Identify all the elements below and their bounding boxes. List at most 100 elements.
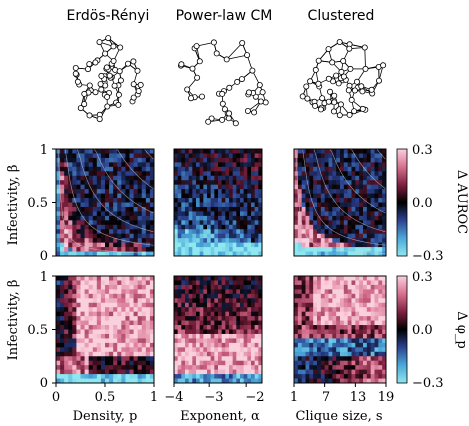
heatmap-cell xyxy=(313,284,318,290)
heatmap-cell xyxy=(225,215,230,221)
heatmap-cell xyxy=(105,369,110,375)
heatmap-cell xyxy=(199,351,204,357)
heatmap-cell xyxy=(355,280,360,286)
heatmap-cell xyxy=(109,233,114,239)
heatmap-cell xyxy=(305,276,310,281)
heatmap-cell xyxy=(84,284,90,290)
heatmap-cell xyxy=(247,180,252,186)
heatmap-cell xyxy=(133,360,139,366)
heatmap-cell xyxy=(68,325,73,330)
heatmap-cell xyxy=(137,162,143,168)
heatmap-cell xyxy=(254,247,259,252)
network-node xyxy=(86,112,93,119)
heatmap-cell xyxy=(297,224,303,230)
heatmap-cell xyxy=(343,289,349,295)
heatmap-cell xyxy=(225,329,230,335)
heatmap-cell xyxy=(64,198,69,203)
heatmap-cell xyxy=(174,180,179,186)
heatmap-cell xyxy=(382,193,387,199)
heatmap-cell xyxy=(181,307,186,313)
heatmap-cell xyxy=(374,338,379,344)
heatmap-cell xyxy=(355,325,360,330)
heatmap-cell xyxy=(196,293,201,299)
heatmap-cell xyxy=(378,251,383,257)
heatmap-cell xyxy=(84,247,90,252)
heatmap-cell xyxy=(294,215,299,221)
heatmap-cell xyxy=(56,342,61,348)
heatmap-cell xyxy=(141,351,147,357)
heatmap-cell xyxy=(100,233,106,239)
heatmap-cell xyxy=(129,242,134,248)
heatmap-cell xyxy=(188,325,193,330)
heatmap-cell xyxy=(320,220,326,226)
heatmap-cell xyxy=(324,311,329,317)
network-node xyxy=(336,39,343,46)
heatmap-cell xyxy=(313,157,318,163)
heatmap-cell xyxy=(203,365,208,371)
heatmap-cell xyxy=(56,276,61,281)
heatmap-cell xyxy=(251,189,256,194)
heatmap-cell xyxy=(192,378,197,384)
heatmap-cell xyxy=(129,211,134,217)
heatmap-cell xyxy=(185,180,190,186)
heatmap-cell xyxy=(294,369,299,375)
heatmap-cell xyxy=(80,224,85,230)
heatmap-cell xyxy=(177,369,182,375)
heatmap-cell xyxy=(109,215,114,221)
heatmap-cell xyxy=(84,202,90,208)
heatmap-cell xyxy=(305,189,310,194)
heatmap-cell xyxy=(247,284,252,290)
heatmap-cell xyxy=(199,329,204,335)
heatmap-cell xyxy=(347,356,352,362)
heatmap-cell xyxy=(332,242,337,248)
heatmap-cell xyxy=(125,175,130,181)
heatmap-cell xyxy=(340,180,345,186)
heatmap-cell xyxy=(88,325,94,330)
heatmap-cell xyxy=(229,280,234,286)
heatmap-cell xyxy=(72,242,77,248)
heatmap-cell xyxy=(174,189,179,194)
heatmap-cell xyxy=(229,198,234,203)
heatmap-cell xyxy=(232,229,237,235)
heatmap-cell xyxy=(72,284,77,290)
heatmap-cell xyxy=(294,189,299,194)
heatmap-cell xyxy=(96,365,102,371)
heatmap-cell xyxy=(218,198,223,203)
heatmap-cell xyxy=(225,333,230,339)
heatmap-cell xyxy=(64,329,69,335)
heatmap-cell xyxy=(363,311,368,317)
heatmap-cell xyxy=(317,316,322,321)
network-node xyxy=(225,115,232,122)
network-node xyxy=(226,84,233,91)
heatmap-cell xyxy=(301,180,306,186)
heatmap-cell xyxy=(332,316,337,321)
heatmap-cell xyxy=(225,153,230,159)
heatmap-cell xyxy=(240,166,245,172)
heatmap-cell xyxy=(359,184,364,190)
heatmap-cell xyxy=(243,333,248,339)
heatmap-cell xyxy=(247,153,252,159)
heatmap-cell xyxy=(185,316,190,321)
heatmap-cell xyxy=(105,251,110,257)
heatmap-cell xyxy=(149,276,155,281)
heatmap-cell xyxy=(221,325,226,330)
network-node xyxy=(338,68,345,75)
heatmap-cell xyxy=(313,189,318,194)
heatmap-cell xyxy=(340,206,345,212)
heatmap-cell xyxy=(363,149,368,154)
heatmap-cell xyxy=(218,360,223,366)
heatmap-cell xyxy=(207,360,212,366)
heatmap-cell xyxy=(351,307,356,313)
heatmap-cell xyxy=(332,298,337,304)
heatmap-cell xyxy=(254,325,259,330)
heatmap-cell xyxy=(185,311,190,317)
heatmap-cell xyxy=(366,280,372,286)
heatmap-cell xyxy=(133,180,139,186)
heatmap-cell xyxy=(254,365,259,371)
heatmap-cell xyxy=(113,206,118,212)
heatmap-cell xyxy=(254,276,259,281)
heatmap-cell xyxy=(313,311,318,317)
heatmap-cell xyxy=(317,284,322,290)
heatmap-cell xyxy=(332,378,337,384)
heatmap-cell xyxy=(378,206,383,212)
